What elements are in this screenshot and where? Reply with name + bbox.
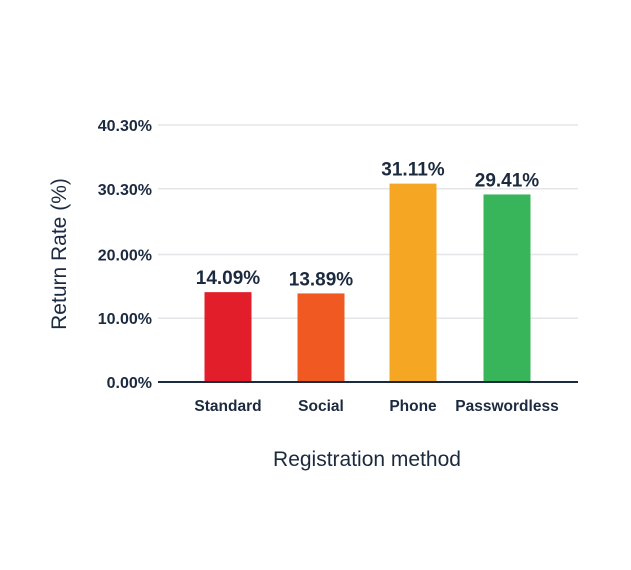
y-tick-label: 20.00% — [98, 247, 152, 264]
x-category-label: Passwordless — [455, 398, 558, 415]
x-axis-categories: Standard Social Phone Passwordless — [194, 398, 558, 415]
x-category-label: Standard — [194, 398, 261, 415]
bar-phone — [389, 183, 437, 382]
y-axis-title: Return Rate (%) — [48, 178, 71, 330]
x-category-label: Phone — [389, 398, 437, 415]
bar-passwordless — [483, 194, 531, 382]
data-label: 14.09% — [196, 268, 261, 289]
y-axis-ticks: 0.00% 10.00% 20.00% 30.30% 40.30% — [98, 118, 152, 392]
y-tick-label: 10.00% — [98, 311, 152, 328]
x-axis-title: Registration method — [273, 448, 461, 471]
y-tick-label: 30.30% — [98, 182, 152, 199]
y-tick-label: 0.00% — [107, 375, 152, 392]
bar-standard — [204, 292, 252, 382]
data-label: 13.89% — [289, 269, 354, 290]
x-category-label: Social — [298, 398, 344, 415]
y-tick-label: 40.30% — [98, 118, 152, 135]
data-labels: 14.09% 13.89% 31.11% 29.41% — [196, 160, 540, 291]
bars — [204, 183, 531, 382]
data-label: 29.41% — [475, 170, 540, 191]
data-label: 31.11% — [381, 160, 444, 181]
bar-social — [297, 293, 345, 382]
